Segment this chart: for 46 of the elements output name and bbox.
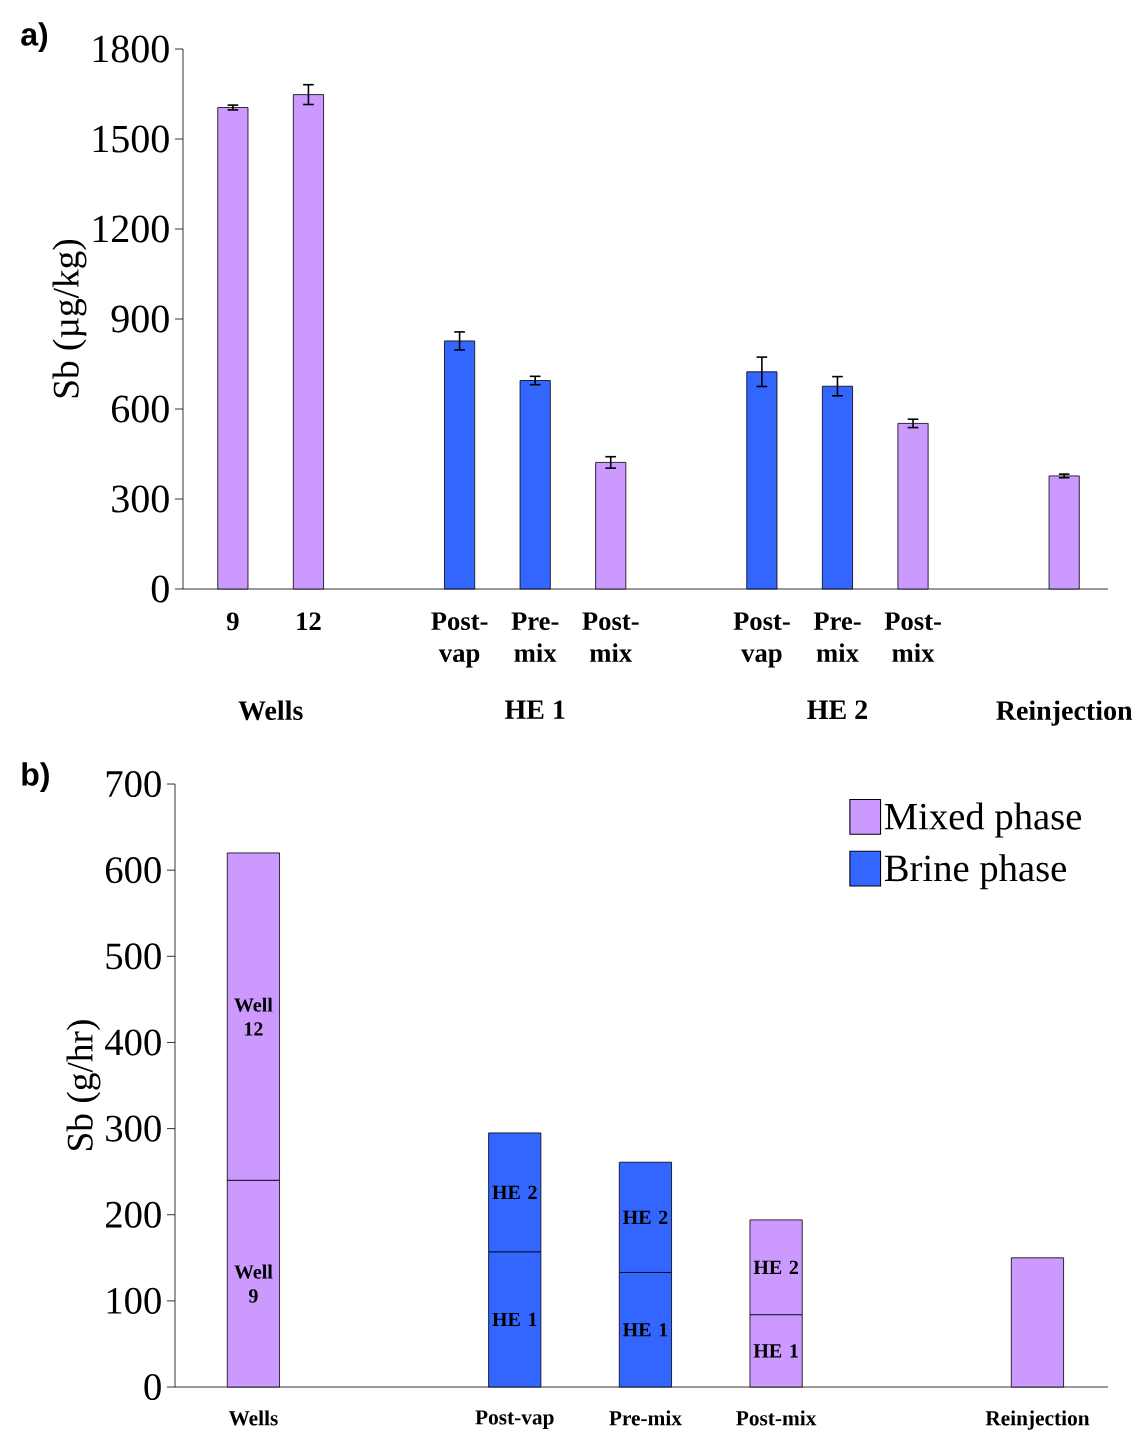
y-tick-label: 0	[151, 575, 169, 603]
annotation: Well 9	[234, 1264, 273, 1303]
y-tick-label: 400	[105, 1029, 161, 1056]
y-tick-label: 700	[106, 770, 161, 798]
annotation: HE 2	[492, 1185, 537, 1199]
annotation: Well 12	[234, 997, 273, 1036]
annotation: HE 1	[492, 1312, 537, 1326]
annotation: HE 1	[753, 1344, 798, 1358]
text: HE 1	[504, 700, 565, 719]
chart-title: a)	[21, 22, 48, 53]
x-tick-label: Post-mix	[884, 612, 941, 662]
x-tick-label: Reinjection	[985, 1410, 1090, 1430]
y-tick-label: 200	[105, 1201, 161, 1228]
y-axis-title: Sb (g/hr)	[66, 1020, 101, 1150]
x-tick-label: Pre-mix	[813, 612, 861, 662]
x-tick-label: Post-mix	[582, 612, 639, 662]
x-tick-label: Pre-mix	[511, 612, 559, 662]
x-tick-label: Post-vap	[733, 612, 790, 668]
x-tick-label: 12	[297, 612, 321, 631]
y-tick-label: 900	[111, 305, 169, 333]
legend-label: Mixed phase	[884, 802, 1082, 838]
text: HE 2	[807, 700, 867, 719]
annotation: HE 2	[753, 1260, 798, 1274]
annotation: HE 2	[622, 1210, 668, 1224]
y-tick-label: 1500	[93, 125, 169, 153]
annotation: HE 1	[622, 1323, 668, 1337]
x-tick-label: Post-mix	[736, 1410, 817, 1426]
text: Wells	[238, 700, 303, 721]
y-tick-label: 600	[105, 857, 161, 884]
y-tick-label: 300	[112, 485, 169, 513]
chart-title: b)	[22, 762, 49, 793]
x-tick-label: Post-vap	[475, 1410, 554, 1429]
y-tick-label: 300	[106, 1115, 161, 1142]
y-tick-label: 0	[144, 1373, 161, 1401]
text: Reinjection	[996, 700, 1133, 726]
x-tick-label: Wells	[228, 1410, 278, 1426]
y-tick-label: 1800	[93, 35, 169, 63]
y-tick-label: 600	[111, 395, 169, 423]
x-tick-label: Post-vap	[431, 612, 488, 668]
y-axis-title: Sb (µg/kg)	[52, 239, 87, 398]
y-tick-label: 500	[106, 943, 161, 970]
x-tick-label: 9	[226, 612, 239, 631]
legend-label: Brine phase	[884, 854, 1066, 890]
y-tick-label: 1200	[93, 215, 169, 243]
y-tick-label: 100	[107, 1287, 161, 1314]
x-tick-label: Pre-mix	[609, 1410, 682, 1426]
